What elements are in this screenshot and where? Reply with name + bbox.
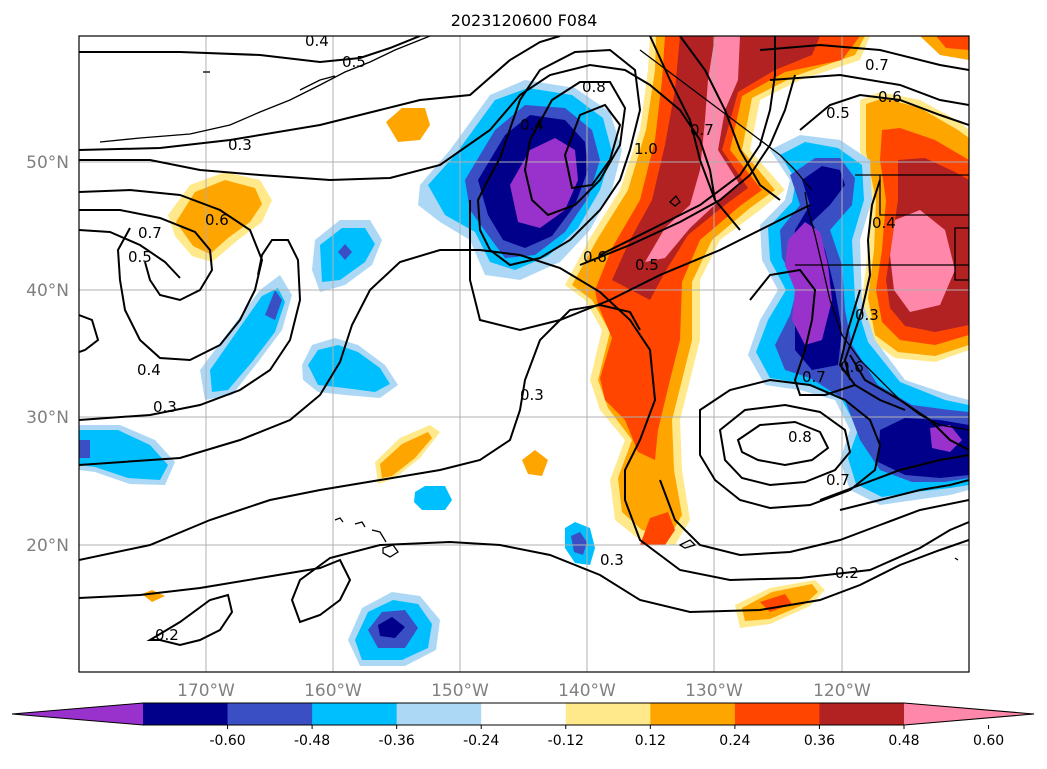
negative-anomaly-region (414, 486, 452, 510)
negative-anomaly-region (338, 244, 352, 260)
contour-label: 0.3 (153, 398, 177, 416)
colorbar-tick-label: -0.12 (548, 733, 584, 749)
contour-labels: 0.4 0.5 0.3 0.7 0.6 0.5 0.4 0.3 0.8 1.0 … (128, 32, 902, 644)
colorbar-low-extension (12, 703, 143, 725)
contour-label: 0.3 (228, 136, 252, 154)
latitude-label: 50°N (26, 153, 69, 173)
negative-anomaly-region (378, 617, 405, 638)
colorbar-high-extension (904, 703, 1034, 725)
colorbar-segments (143, 703, 905, 725)
negative-anomaly-region (930, 425, 962, 452)
longitude-label: 170°W (177, 681, 235, 701)
longitude-label: 160°W (304, 681, 362, 701)
positive-anomaly-region (936, 36, 969, 50)
contour-label: 0.6 (878, 88, 902, 106)
map-title: 2023120600 F084 (451, 11, 598, 30)
contour-label: 0.2 (835, 564, 859, 582)
positive-anomaly-region (760, 594, 792, 612)
contour-label: 1.0 (634, 140, 658, 158)
positive-anomaly-region (380, 432, 432, 478)
negative-anomaly-region (775, 158, 969, 482)
contour-label: 0.7 (138, 224, 162, 242)
negative-anomaly-region (785, 222, 832, 345)
contour-label: 0.5 (826, 104, 850, 122)
colorbar-tick-label: 0.36 (804, 733, 835, 749)
colorbar-segment (312, 703, 398, 725)
latitude-label: 20°N (26, 536, 69, 556)
contour-label: 0.3 (855, 306, 879, 324)
colorbar-ticks: -0.60 -0.48 -0.36 -0.24 -0.12 0.12 0.24 0.36 0.4… (209, 725, 1004, 749)
contour-label: 0.4 (872, 214, 896, 232)
longitude-labels: 170°W 160°W 150°W 140°W 130°W 120°W (177, 681, 871, 701)
contour-label: 0.8 (788, 428, 812, 446)
colorbar-tick-label: 0.24 (719, 733, 750, 749)
contour-label: 0.3 (600, 551, 624, 569)
colorbar-tick-label: 0.12 (635, 733, 666, 749)
colorbar-segment (565, 703, 651, 725)
colorbar-segment (819, 703, 905, 725)
contour-label: 0.4 (305, 32, 329, 50)
negative-anomaly-region (79, 430, 168, 480)
contour-label: 0.7 (865, 56, 889, 74)
contour-label: 0.6 (840, 358, 864, 376)
contour-label: 0.7 (802, 368, 826, 386)
contour-label: 0.7 (690, 121, 714, 139)
latitude-label: 40°N (26, 281, 69, 301)
colorbar-tick-label: -0.36 (379, 733, 415, 749)
contour-label: 0.4 (137, 361, 161, 379)
negative-anomaly-region (79, 440, 90, 458)
negative-anomaly-region (571, 532, 587, 555)
latitude-label: 30°N (26, 408, 69, 428)
map-frame (78, 35, 970, 673)
longitude-label: 130°W (685, 681, 743, 701)
contour-label: 0.6 (205, 211, 229, 229)
colorbar-tick-label: 0.48 (888, 733, 919, 749)
latitude-labels: 50°N 40°N 30°N 20°N (26, 153, 69, 556)
contour-label: 0.5 (128, 248, 152, 266)
colorbar-segment (734, 703, 820, 725)
negative-anomaly-region (265, 290, 282, 320)
contour-label: 0.4 (520, 116, 544, 134)
contour-label: 0.6 (583, 248, 607, 266)
positive-anomaly-region (640, 512, 675, 545)
colorbar-tick-label: -0.60 (209, 733, 245, 749)
positive-anomaly-region (595, 36, 860, 460)
positive-anomaly-region (522, 450, 548, 476)
colorbar-segment (650, 703, 736, 725)
contour-label: 0.5 (635, 256, 659, 274)
positive-anomaly-region (386, 108, 430, 142)
colorbar-tick-label: 0.60 (973, 733, 1004, 749)
colorbar-segment (227, 703, 313, 725)
longitude-label: 140°W (558, 681, 616, 701)
contour-label: 0.8 (582, 78, 606, 96)
longitude-label: 120°W (813, 681, 871, 701)
longitude-label: 150°W (431, 681, 489, 701)
contour-label: 0.3 (520, 386, 544, 404)
colorbar: -0.60 -0.48 -0.36 -0.24 -0.12 0.12 0.24 0.36 0.4… (11, 702, 1035, 749)
colorbar-tick-label: -0.48 (294, 733, 330, 749)
positive-anomaly-region (890, 210, 955, 312)
contour-lines (79, 36, 969, 647)
colorbar-outline (11, 702, 1035, 726)
positive-anomaly-region (142, 590, 165, 602)
colorbar-segment (396, 703, 482, 725)
colorbar-segment (143, 703, 229, 725)
colorbar-tick-label: -0.24 (463, 733, 499, 749)
map-plot-area: 0.4 0.5 0.3 0.7 0.6 0.5 0.4 0.3 0.8 1.0 … (79, 32, 969, 672)
contour-label: 0.5 (342, 53, 366, 71)
contour-label: 0.2 (155, 626, 179, 644)
colorbar-segment (481, 703, 567, 725)
contour-label: 0.7 (826, 471, 850, 489)
